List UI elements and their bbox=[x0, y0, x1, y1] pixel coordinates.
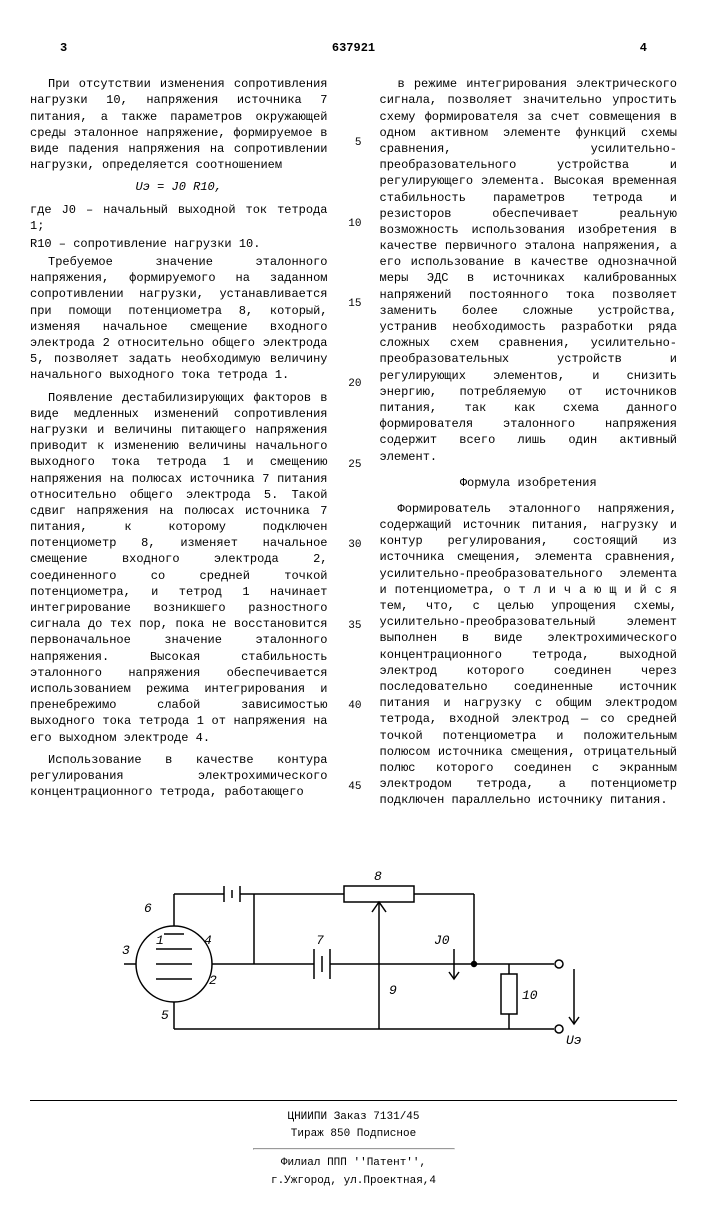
ln: 30 bbox=[346, 538, 362, 553]
footer-line: ЦНИИПИ Заказ 7131/45 bbox=[30, 1110, 677, 1125]
footer-line: Филиал ППП ''Патент'', bbox=[30, 1156, 677, 1171]
lbl: 5 bbox=[161, 1008, 169, 1023]
para: Использование в качестве контура регулир… bbox=[30, 752, 328, 801]
ln: 20 bbox=[346, 377, 362, 392]
lbl: 3 bbox=[122, 943, 130, 958]
column-left: При отсутствии изменения сопротивления н… bbox=[30, 76, 328, 814]
page-header: 3 637921 4 bbox=[30, 40, 677, 56]
lbl: 4 bbox=[204, 933, 212, 948]
line-numbers: 5 10 15 20 25 30 35 40 45 bbox=[346, 76, 362, 814]
para: При отсутствии изменения сопротивления н… bbox=[30, 76, 328, 173]
para: Появление дестабилизирующих факторов в в… bbox=[30, 390, 328, 746]
ln: 5 bbox=[346, 136, 362, 151]
ln: 10 bbox=[346, 217, 362, 232]
patent-number: 637921 bbox=[332, 40, 375, 56]
lbl: 7 bbox=[316, 933, 324, 948]
lbl: 9 bbox=[389, 983, 397, 998]
circuit-diagram: 6 3 5 2 4 1 7 8 9 10 J0 Uэ bbox=[30, 844, 677, 1079]
lbl: 1 bbox=[156, 933, 164, 948]
text-columns: При отсутствии изменения сопротивления н… bbox=[30, 76, 677, 814]
page-left: 3 bbox=[60, 40, 67, 56]
lbl: 6 bbox=[144, 901, 152, 916]
lbl: Uэ bbox=[566, 1033, 582, 1048]
ln: 25 bbox=[346, 458, 362, 473]
lbl: 2 bbox=[209, 973, 217, 988]
lbl: J0 bbox=[434, 933, 450, 948]
where-line: где J0 – начальный выходной ток тетрода … bbox=[30, 202, 328, 234]
formula: Uэ = J0 R10, bbox=[30, 179, 328, 195]
column-right: в режиме интегрирования электрического с… bbox=[380, 76, 678, 814]
where-line: R10 – сопротивление нагрузки 10. bbox=[30, 236, 328, 252]
page-right: 4 bbox=[640, 40, 647, 56]
circuit-svg: 6 3 5 2 4 1 7 8 9 10 J0 Uэ bbox=[114, 844, 594, 1074]
ln: 45 bbox=[346, 780, 362, 795]
footer-line: г.Ужгород, ул.Проектная,4 bbox=[30, 1174, 677, 1189]
para: Формирователь эталонного напряжения, сод… bbox=[380, 501, 678, 809]
lbl: 8 bbox=[374, 869, 382, 884]
footer-line: Тираж 850 Подписное bbox=[30, 1127, 677, 1142]
lbl: 10 bbox=[522, 988, 538, 1003]
claim-title: Формула изобретения bbox=[380, 475, 678, 491]
para: Требуемое значение эталонного напряжения… bbox=[30, 254, 328, 384]
ln: 40 bbox=[346, 699, 362, 714]
ln: 15 bbox=[346, 297, 362, 312]
para: в режиме интегрирования электрического с… bbox=[380, 76, 678, 465]
footer: ЦНИИПИ Заказ 7131/45 Тираж 850 Подписное… bbox=[30, 1100, 677, 1189]
ln: 35 bbox=[346, 619, 362, 634]
